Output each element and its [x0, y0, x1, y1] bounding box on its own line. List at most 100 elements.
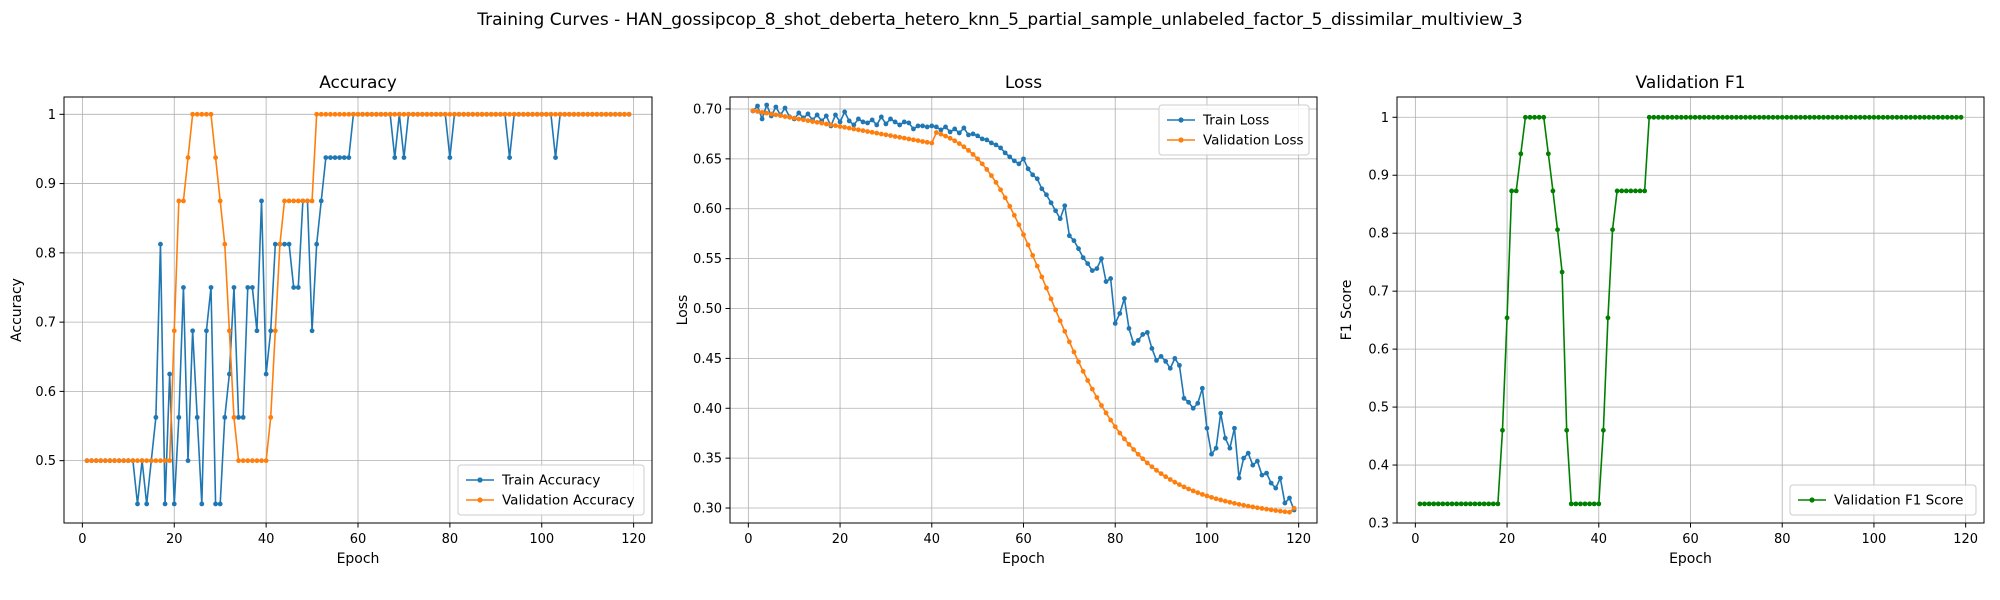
loss-series-2-point	[892, 134, 898, 139]
validation-f1-xtick-label: 0	[1411, 532, 1419, 547]
loss-series-1-point	[773, 104, 779, 110]
loss-series-2-point	[970, 151, 976, 157]
accuracy-series-2-point	[272, 328, 278, 334]
validation-f1-ytick-label: 0.5	[1368, 401, 1389, 416]
accuracy-series-2-point	[530, 111, 535, 117]
validation-f1-series-1-point	[1536, 114, 1542, 120]
accuracy-series-2-point	[419, 111, 425, 117]
validation-f1-series-1-point	[1481, 501, 1487, 507]
validation-f1-series-1-point	[1637, 188, 1643, 194]
loss-series-1-point	[1268, 480, 1274, 486]
accuracy-series-1-point	[217, 501, 223, 507]
loss-ytick-label: 0.60	[693, 202, 722, 217]
accuracy-series-2-point	[608, 111, 614, 117]
validation-f1-series-1-point	[1431, 501, 1437, 507]
validation-f1-series-1-point	[1743, 114, 1748, 120]
loss-series-1-point	[1048, 200, 1054, 206]
accuracy-series-2-point	[548, 111, 554, 117]
loss-series-2-point	[768, 111, 774, 117]
validation-f1-series-1-point	[1940, 114, 1946, 120]
validation-f1-series-1-point	[1944, 114, 1950, 120]
loss-series-2-point	[1291, 505, 1297, 511]
accuracy-series-1-point	[231, 285, 237, 290]
accuracy-series-1-point	[282, 241, 287, 247]
accuracy-series-1-point	[318, 198, 324, 204]
accuracy-series-2-point	[291, 198, 297, 204]
validation-f1-series-1-point	[1467, 501, 1473, 507]
accuracy-series-2-point	[194, 111, 200, 117]
loss-series-1-point	[984, 137, 990, 143]
loss-series-1-point	[856, 116, 861, 122]
loss-series-1-point	[1250, 462, 1256, 468]
loss-series-1-point	[1121, 296, 1127, 301]
accuracy-series-1-point	[286, 241, 292, 247]
loss-series-1-point	[1135, 338, 1141, 343]
loss-series-2-point	[1177, 482, 1182, 487]
loss-series-1-point	[1195, 400, 1201, 406]
loss-series-2-point	[1209, 494, 1214, 500]
accuracy-series-2-point	[213, 155, 218, 161]
validation-f1-series-1-point	[1779, 114, 1785, 120]
validation-f1-series-1-point	[1445, 501, 1450, 507]
validation-f1-series-1-point	[1807, 114, 1813, 120]
validation-f1-series-1-point	[1665, 114, 1670, 120]
loss-series-1-point	[814, 112, 820, 118]
loss-series-1-point	[764, 102, 770, 108]
accuracy-series-2-point	[534, 111, 540, 117]
accuracy-series-2-point	[580, 111, 586, 117]
loss-series-1-point	[869, 117, 875, 123]
loss-series-1-point	[915, 123, 921, 129]
accuracy-series-2-point	[226, 328, 232, 334]
accuracy-series-2-point	[553, 111, 558, 117]
loss-series-2-point	[1076, 359, 1081, 365]
validation-f1-series-1-point	[1674, 114, 1680, 120]
accuracy-series-2-point	[396, 111, 402, 117]
validation-f1-series-1-point	[1623, 188, 1629, 194]
validation-f1-xtick-label: 100	[1862, 532, 1887, 547]
loss-series-2-point	[947, 135, 953, 141]
accuracy-series-2-point	[328, 111, 333, 117]
accuracy-series-1-point	[392, 155, 398, 161]
loss-series-2-point	[1044, 285, 1049, 291]
accuracy-series-1-point	[337, 155, 343, 161]
accuracy-series-1-point	[341, 155, 347, 161]
accuracy-xtick-label: 100	[529, 532, 554, 547]
accuracy-series-2-point	[98, 458, 104, 464]
loss-series-2-point	[933, 130, 939, 135]
accuracy-series-2-point	[599, 111, 604, 117]
accuracy-series-1-point	[185, 458, 191, 464]
validation-f1-series-1-point	[1802, 114, 1808, 120]
accuracy-series-1-point	[245, 285, 251, 290]
loss-series-2-point	[1108, 417, 1114, 423]
loss-series-2-point	[865, 129, 870, 134]
accuracy-series-2-point	[516, 111, 522, 117]
loss-series-2-point	[961, 144, 967, 150]
accuracy-series-1-point	[176, 414, 182, 420]
accuracy-series-2-point	[622, 111, 627, 117]
validation-f1-series-1-point	[1628, 188, 1634, 194]
accuracy-xtick-label: 60	[350, 532, 367, 547]
validation-f1-ytick-label: 0.3	[1368, 517, 1389, 532]
loss-series-1-point	[924, 124, 930, 130]
loss-series-2-point	[796, 116, 802, 122]
validation-f1-series-1-point	[1642, 188, 1648, 194]
loss-series-2	[750, 108, 1297, 515]
accuracy-series-2-point	[401, 111, 407, 117]
validation-f1-series-1-point	[1747, 114, 1753, 120]
loss-series-1-point	[1099, 256, 1104, 262]
loss-series-2-point	[837, 124, 843, 129]
loss-series-2-point	[943, 133, 948, 139]
loss-series-1-point	[1181, 395, 1187, 401]
accuracy-series-2-point	[456, 111, 462, 117]
loss-series-1-point	[1209, 451, 1214, 457]
validation-f1-series-1-point	[1949, 114, 1955, 120]
accuracy-series-1-point	[553, 155, 558, 161]
validation-f1-series-1-point	[1550, 188, 1556, 194]
loss-ytick-label: 0.30	[693, 502, 722, 517]
loss-series-1-point	[1199, 385, 1205, 391]
validation-f1-series-1-point	[1504, 315, 1510, 321]
validation-f1-xtick-label: 60	[1682, 532, 1699, 547]
accuracy-series-1-point	[153, 414, 159, 420]
loss-series-2-point	[1112, 424, 1118, 430]
accuracy-series-2-point	[236, 458, 241, 464]
